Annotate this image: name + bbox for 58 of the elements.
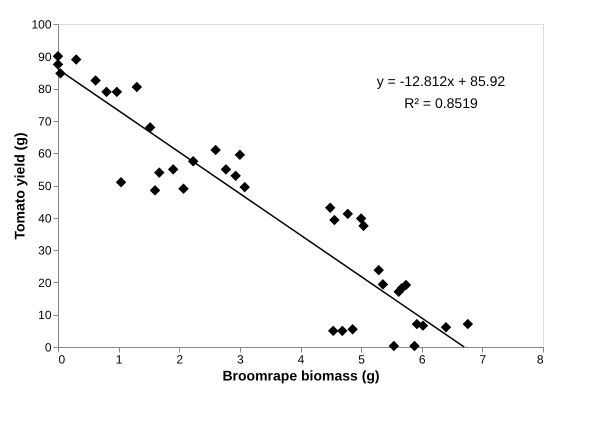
point <box>324 202 336 214</box>
point <box>388 340 400 352</box>
annotation: y = -12.812x + 85.92 <box>376 73 506 89</box>
point <box>168 164 178 175</box>
point <box>112 86 122 98</box>
point <box>154 167 164 178</box>
point <box>220 164 232 175</box>
y-tick-label: 40 <box>38 211 52 226</box>
point <box>418 320 428 331</box>
y-axis-title: Tomato yield (g) <box>11 132 28 240</box>
y-tick-label: 0 <box>44 340 52 354</box>
point <box>239 182 250 192</box>
point <box>373 264 384 276</box>
x-tick-label: 4 <box>298 352 305 366</box>
point <box>347 324 358 334</box>
y-tick-label: 70 <box>38 114 52 128</box>
point <box>440 322 452 333</box>
point <box>358 220 369 232</box>
point <box>90 75 101 86</box>
point <box>132 82 142 92</box>
y-tick-label: 10 <box>38 308 52 322</box>
x-tick-label: 0 <box>58 352 66 366</box>
point <box>328 326 338 336</box>
x-tick-label: 6 <box>418 352 426 366</box>
point <box>230 170 241 182</box>
point <box>210 144 221 156</box>
x-axis-title: Broomrape biomass (g) <box>222 368 380 384</box>
point <box>144 122 156 133</box>
point <box>70 54 82 65</box>
y-tick-label: 100 <box>31 18 52 32</box>
x-tick-label: 1 <box>116 352 123 366</box>
point <box>178 183 189 194</box>
point <box>150 185 160 196</box>
x-tick-label: 2 <box>176 352 184 366</box>
x-tick-label: 5 <box>358 352 366 366</box>
point <box>101 86 112 98</box>
point <box>116 177 126 188</box>
y-tick-label: 60 <box>38 146 52 161</box>
y-tick-label: 90 <box>38 50 52 64</box>
point <box>52 51 64 62</box>
annotation: R² = 0.8519 <box>404 95 478 111</box>
point <box>234 150 246 160</box>
point <box>378 279 388 290</box>
y-tick-label: 20 <box>38 276 52 290</box>
x-tick-label: 7 <box>480 352 487 366</box>
point <box>342 208 354 220</box>
x-tick-label: 3 <box>237 352 244 366</box>
point <box>329 214 340 226</box>
y-tick-label: 50 <box>38 179 52 193</box>
point <box>337 326 348 336</box>
point <box>52 59 64 70</box>
y-tick-label: 80 <box>38 82 52 96</box>
point <box>462 318 474 330</box>
y-tick-label: 30 <box>38 244 52 258</box>
point <box>400 280 412 290</box>
point <box>356 213 366 224</box>
point <box>409 340 420 352</box>
x-tick-label: 8 <box>536 352 544 366</box>
